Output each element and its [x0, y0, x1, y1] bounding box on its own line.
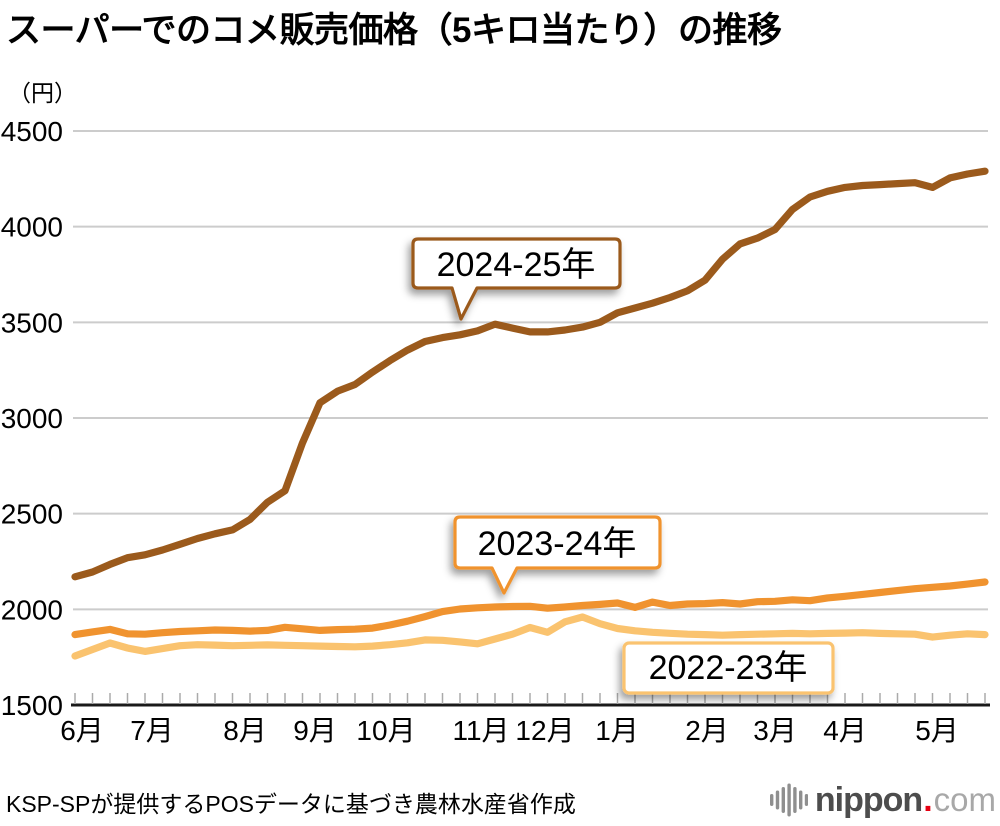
callout-2022-23: 2022-23年	[622, 641, 835, 695]
y-axis-tick-label: 4500	[1, 116, 63, 147]
callout-2023-24: 2023-24年	[453, 515, 662, 595]
logo-text-nippon: nippon	[814, 780, 923, 819]
series-line-2022-23年	[71, 613, 989, 660]
y-axis-tick-label: 3000	[1, 403, 63, 434]
logo-text-com: com	[933, 781, 996, 818]
source-credit: KSP-SPが提供するPOSデータに基づき農林水産省作成	[6, 791, 576, 817]
x-axis-month-label: 1月	[595, 715, 639, 746]
x-axis-month-label: 2月	[685, 715, 729, 746]
x-axis-month-label: 12月	[515, 715, 574, 746]
chart-title: スーパーでのコメ販売価格（5キロ当たり）の推移	[6, 11, 782, 50]
series-lines	[71, 167, 989, 660]
y-axis-unit-label: （円）	[8, 80, 77, 106]
y-axis-tick-label: 1500	[1, 690, 63, 721]
y-axis-tick-label: 2500	[1, 499, 63, 530]
callout-box-2023-24	[453, 515, 662, 595]
callout-label-2022-23: 2022-23年	[649, 649, 808, 687]
x-axis-month-label: 4月	[823, 715, 867, 746]
callout-label-2024-25: 2024-25年	[437, 246, 596, 284]
callout-box-2022-23	[622, 641, 835, 695]
logo-waveform-icon	[769, 783, 808, 817]
x-axis-month-label: 6月	[60, 715, 104, 746]
logo-dot: .	[923, 780, 933, 819]
x-axis-month-label: 11月	[452, 715, 509, 746]
callout-label-2023-24: 2023-24年	[478, 525, 637, 563]
y-axis-tick-label: 3500	[1, 307, 63, 338]
nippon-logo: nippon. com	[769, 779, 996, 821]
series-line-2023-24年	[71, 578, 989, 639]
series-line-2024-25年	[71, 167, 989, 581]
y-axis-tick-label: 2000	[1, 594, 63, 625]
callout-2024-25: 2024-25年	[411, 237, 622, 321]
y-axis-tick-label: 4000	[1, 212, 63, 243]
x-axis-month-label: 7月	[130, 715, 174, 746]
x-axis-month-label: 9月	[293, 715, 337, 746]
gridlines: 1500 2000 2500 3000 3500 4000 4500	[1, 116, 988, 721]
x-axis-month-label: 10月	[356, 715, 415, 746]
x-axis-month-label: 8月	[223, 715, 267, 746]
x-axis-month-label: 3月	[753, 715, 797, 746]
x-axis: 6月 7月 8月 9月 10月 11月 12月 1月 2月 3月 4月 5月	[60, 693, 990, 746]
x-axis-month-label: 5月	[915, 715, 959, 746]
callout-box-2024-25	[411, 237, 622, 321]
